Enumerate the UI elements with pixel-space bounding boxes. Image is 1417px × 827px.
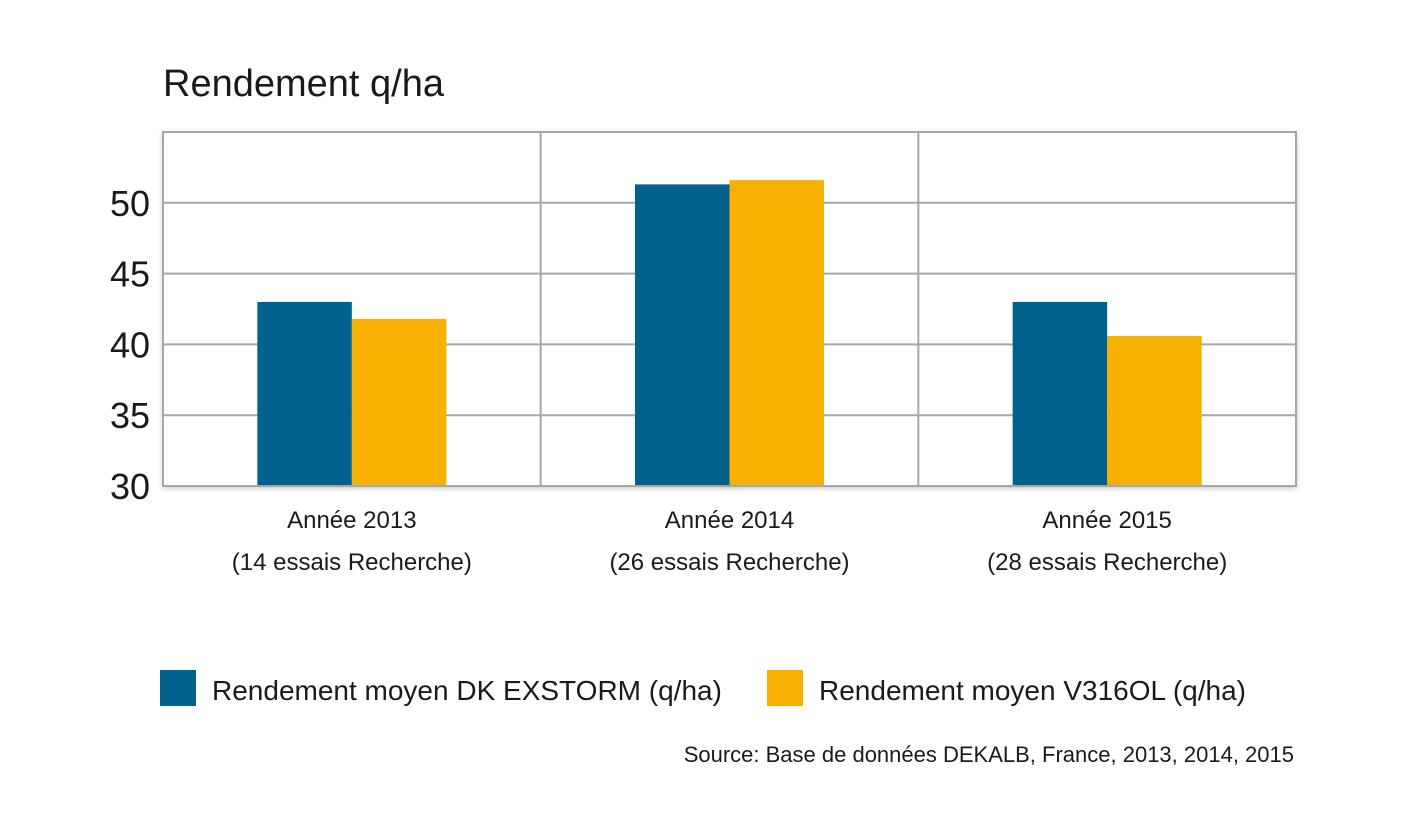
legend-label-v316ol: Rendement moyen V316OL (q/ha): [819, 675, 1246, 706]
x-tick-label: Année 2013: [287, 507, 416, 534]
y-tick-label: 30: [110, 466, 150, 507]
x-tick-label: (26 essais Recherche): [609, 549, 849, 576]
bar-series2-category1: [351, 318, 447, 486]
x-tick-label: Année 2015: [1042, 507, 1171, 534]
source-note: Source: Base de données DEKALB, France, …: [684, 742, 1294, 767]
bar-series2-category2: [729, 180, 824, 487]
x-tick-label: (28 essais Recherche): [987, 549, 1227, 576]
x-tick-label: Année 2014: [665, 507, 794, 534]
bar-series1-category3: [1012, 301, 1108, 486]
chart-title: Rendement q/ha: [163, 63, 445, 105]
bar-series2-category3: [1107, 335, 1202, 486]
plot-frame: [162, 131, 1297, 487]
legend-swatch-v316ol: [767, 670, 803, 706]
y-tick-label: 35: [110, 395, 150, 436]
legend: Rendement moyen DK EXSTORM (q/ha) Rendem…: [160, 670, 1246, 706]
bars: [257, 180, 1202, 487]
legend-swatch-dk-exstorm: [160, 670, 196, 706]
y-tick-label: 50: [110, 183, 150, 224]
y-tick-label: 45: [110, 254, 150, 295]
y-axis-ticks: 30 35 40 45 50: [110, 183, 150, 507]
bar-series1-category1: [257, 301, 352, 486]
legend-label-dk-exstorm: Rendement moyen DK EXSTORM (q/ha): [212, 675, 722, 706]
x-axis-ticks: Année 2013 (14 essais Recherche) Année 201…: [232, 507, 1227, 576]
bar-series1-category2: [635, 184, 730, 486]
x-tick-label: (14 essais Recherche): [232, 549, 472, 576]
y-tick-label: 40: [110, 324, 150, 365]
